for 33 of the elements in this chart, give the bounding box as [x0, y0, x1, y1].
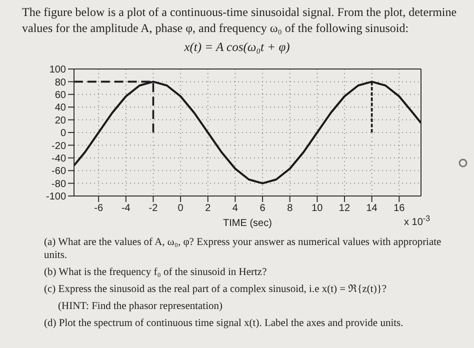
text: (d) Plot the spectrum of continuous time signal x(t). Label the axes and provide units. — [44, 317, 404, 330]
text: (b) What is the frequency f₀ of the sinusoid in Hertz? — [44, 266, 268, 279]
chart-subtitle: x(t) = A cos(ω₀t + φ) — [183, 40, 291, 55]
y-tick-label: -40 — [52, 153, 66, 164]
line-series — [74, 80, 421, 184]
x-tick-label: 4 — [232, 203, 238, 214]
x-tick-label: -4 — [121, 203, 131, 214]
x-tick-label: 10 — [312, 203, 324, 214]
x-tick-label: 6 — [260, 203, 266, 214]
x-tick-label: 12 — [338, 203, 350, 214]
chart-title: The figure below is a plot of a continuous-time sinusoidal signal. From the plot, determine values for the amplitude A, phase φ, and frequency ω₀ of the following sinusoid: — [22, 4, 458, 36]
y-tick-label: 80 — [54, 77, 66, 88]
y-tick-label: 40 — [54, 102, 66, 114]
y-tick-label: -100 — [46, 192, 66, 203]
y-tick-label: 20 — [54, 115, 66, 126]
x-tick-label: 0 — [178, 203, 184, 214]
x-axis-title: TIME (sec) — [223, 218, 272, 229]
x-tick-label: 2 — [205, 203, 212, 214]
x-tick-label: 16 — [394, 203, 406, 214]
text: (c) Express the sinusoid as the real part of a complex sinusoid, i.e x(t) = ℜ{z(t)}? — [44, 283, 388, 296]
y-tick-label: 0 — [60, 128, 66, 140]
text: (a) What are the values of A, ω₀, φ? Express your answer as numerical values with appropriate units. — [44, 236, 442, 262]
y-tick-label: 60 — [54, 90, 66, 101]
x-tick-label: -6 — [94, 203, 104, 214]
y-tick-label: -20 — [52, 140, 66, 152]
x-tick-label: -2 — [148, 203, 158, 214]
y-tick-label: -80 — [52, 178, 66, 190]
y-tick-label: 100 — [49, 64, 66, 76]
x-tick-label: 14 — [366, 203, 378, 214]
y-tick-label: -60 — [52, 166, 66, 178]
x-tick-label: 8 — [287, 203, 294, 214]
text: x 10$^{-3}$ — [404, 214, 431, 228]
text: (HINT: Find the phasor representation) — [57, 300, 224, 313]
